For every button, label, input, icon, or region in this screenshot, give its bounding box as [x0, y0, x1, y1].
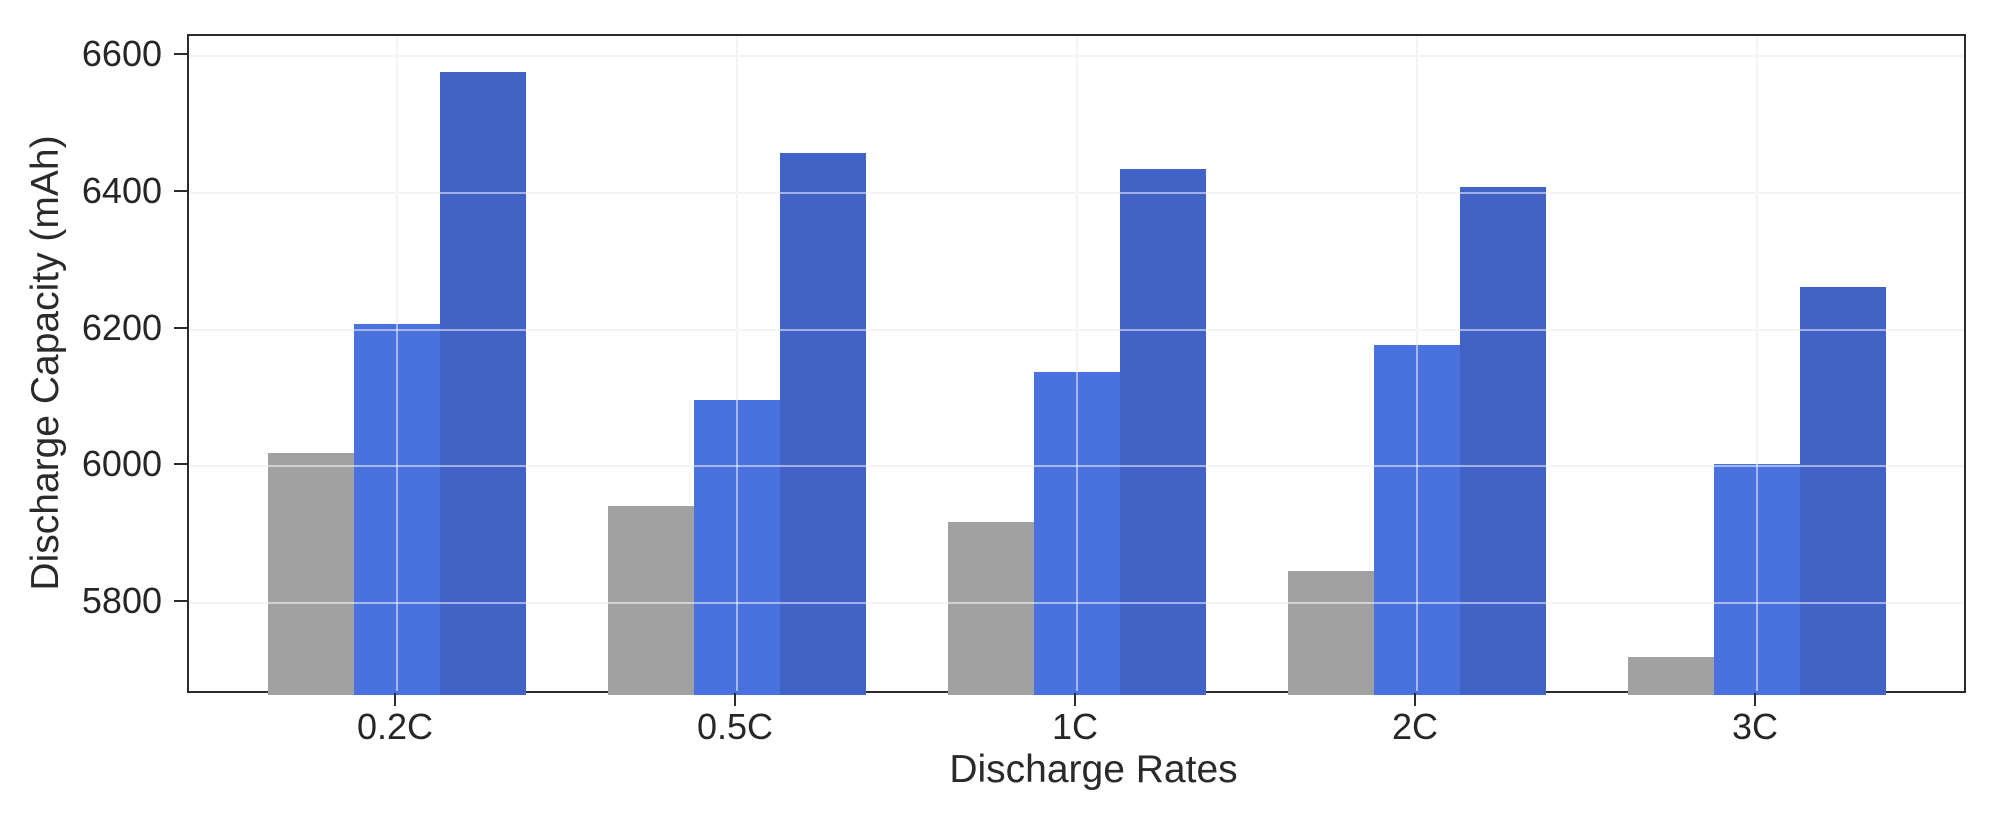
x-tick-label-2C: 2C — [1391, 706, 1439, 747]
bar-dark-blue-2C — [1460, 186, 1546, 695]
bar-gray-0.2C — [268, 452, 354, 695]
x-tick-label-3C: 3C — [1731, 706, 1779, 747]
x-tick-mark — [394, 693, 396, 706]
y-tick-label: 6000 — [81, 443, 162, 485]
x-tick-label-1C: 1C — [1051, 706, 1099, 747]
x-tick-label-0.5C: 0.5C — [696, 706, 774, 747]
x-axis-title: Discharge Rates — [0, 748, 2000, 792]
grid-line-v — [396, 36, 398, 691]
x-axis-title-text: Discharge Rates — [949, 748, 1238, 791]
bars-layer — [189, 36, 1964, 695]
bar-gray-2C — [1288, 570, 1374, 695]
y-tick-mark — [174, 53, 187, 56]
y-tick-label: 6600 — [81, 33, 162, 75]
y-tick-mark — [174, 599, 187, 602]
grid-line-v — [736, 36, 738, 691]
x-tick-mark — [1414, 693, 1416, 706]
y-tick-label: 6400 — [81, 170, 162, 212]
gridline-layer-over — [189, 36, 1964, 691]
bar-gray-0.5C — [608, 505, 694, 695]
x-tick-mark — [734, 693, 736, 706]
bar-dark-blue-3C — [1800, 286, 1886, 695]
plot-area — [187, 34, 1966, 695]
y-tick-mark — [174, 326, 187, 329]
bar-dark-blue-0.5C — [780, 152, 866, 695]
bar-dark-blue-1C — [1120, 169, 1206, 695]
grid-line-v — [1756, 36, 1758, 691]
x-tick-mark — [1074, 693, 1076, 706]
x-tick-mark — [1754, 693, 1756, 706]
bar-gray-1C — [948, 522, 1034, 695]
y-tick-label: 6200 — [81, 306, 162, 348]
y-axis-title: Discharge Capacity (mAh) — [24, 135, 67, 591]
x-tick-label-0.2C: 0.2C — [356, 706, 434, 747]
y-tick-mark — [174, 463, 187, 466]
y-tick-label: 5800 — [81, 579, 162, 621]
grid-line-v — [1076, 36, 1078, 691]
grid-line-v — [1416, 36, 1418, 691]
bar-gray-3C — [1628, 657, 1714, 695]
y-tick-mark — [174, 190, 187, 193]
bar-dark-blue-0.2C — [440, 71, 526, 695]
